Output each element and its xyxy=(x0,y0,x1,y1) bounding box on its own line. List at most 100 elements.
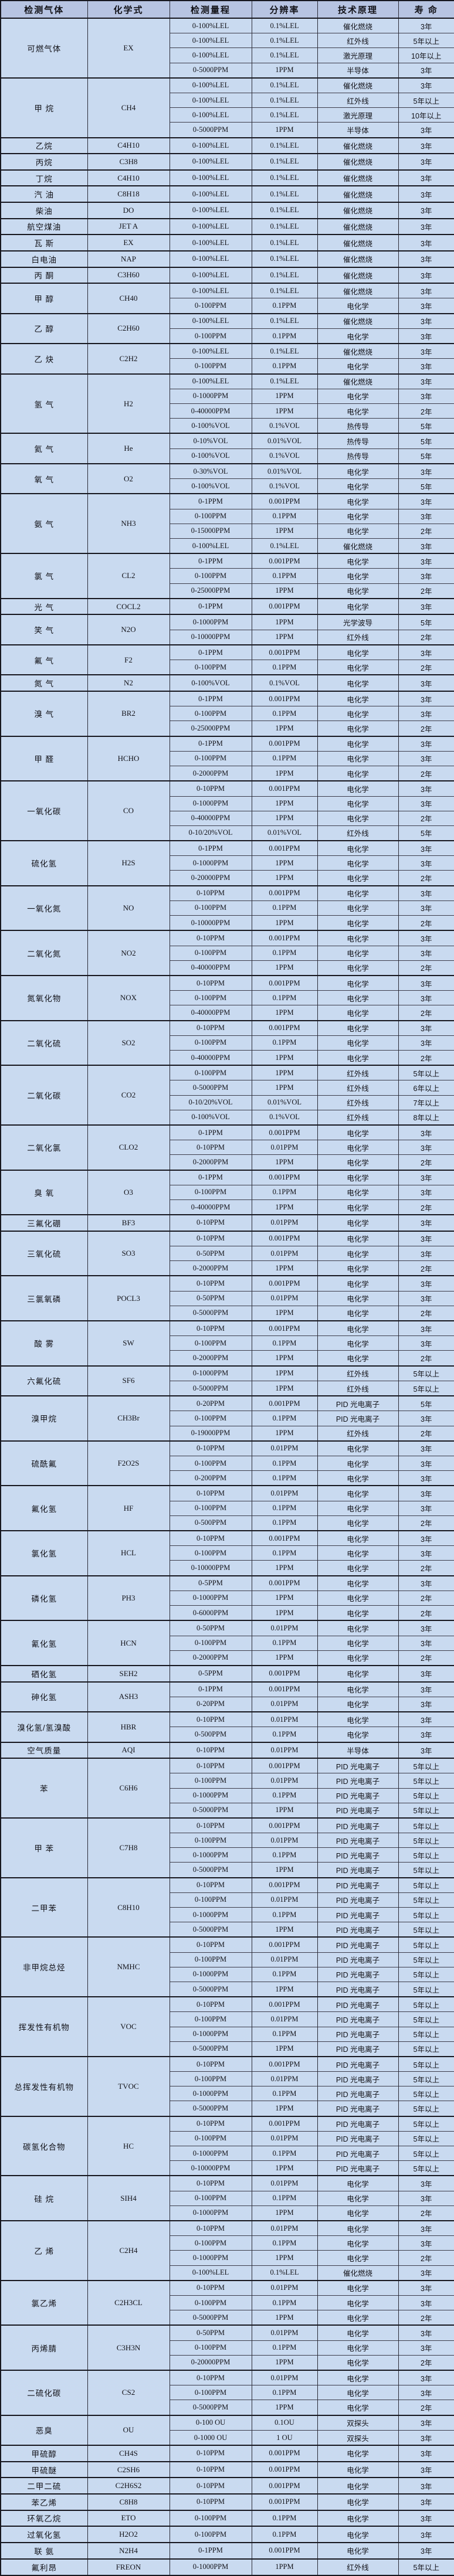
resolution-cell: 0.001PPM xyxy=(251,597,318,615)
principle-cell: 电化学 xyxy=(317,2541,399,2559)
life-cell: 3年 xyxy=(398,674,454,691)
life-cell: 8年以上 xyxy=(398,1109,454,1125)
resolution-cell: 0.1%LEL xyxy=(251,283,318,298)
header-life: 寿 命 xyxy=(398,0,454,19)
life-cell: 3年 xyxy=(398,553,454,569)
resolution-cell: 0.01PPM xyxy=(251,1773,318,1788)
resolution-cell: 1PPM xyxy=(251,1605,318,1621)
resolution-cell: 1PPM xyxy=(251,1922,318,1938)
gas-name-cell: 氯 气 xyxy=(0,553,88,599)
resolution-cell: 1PPM xyxy=(251,915,318,931)
principle-cell: 电化学 xyxy=(317,780,399,796)
table-row: 三氯氧磷 POCL3 0-10PPM 0.001PPM 电化学 3年 xyxy=(0,1275,454,1321)
formula-cell: C6H6 xyxy=(87,1758,170,1818)
principle-cell: PID 光电离子 xyxy=(317,1996,399,2012)
table-row: 0-2000PPM 1PPM 电化学 2年 xyxy=(1,1350,454,1366)
table-row: 三氟化硼 BF3 0-10PPM 0.01PPM 电化学 3年 xyxy=(0,1214,454,1231)
table-row: 0-100%LEL 0.1%LEL 激光原理 10年以上 xyxy=(1,47,454,63)
table-row: 氟化氢 HF 0-10PPM 0.01PPM 电化学 3年 xyxy=(0,1485,454,1531)
principle-cell: 红外线 xyxy=(317,825,399,841)
table-row: 0-100PPM 0.1PPM 电化学 3年 xyxy=(1,750,454,766)
table-row: 苯 C6H6 0-10PPM 0.001PPM PID 光电离子 5年以上 xyxy=(0,1758,454,1818)
formula-cell: ETO xyxy=(87,2509,170,2527)
life-cell: 3年 xyxy=(398,1485,454,1501)
principle-cell: 热传导 xyxy=(317,433,399,449)
resolution-cell: 1PPM xyxy=(251,122,318,138)
table-row: 0-1000PPM 0.1PPM PID 光电离子 5年以上 xyxy=(1,1847,454,1863)
life-cell: 5年 xyxy=(398,478,454,494)
life-cell: 2年 xyxy=(398,2205,454,2221)
principle-cell: 红外线 xyxy=(317,629,399,645)
life-cell: 3年 xyxy=(398,2509,454,2527)
life-cell: 2年 xyxy=(398,1154,454,1170)
life-cell: 2年 xyxy=(398,915,454,931)
resolution-cell: 0.1PPM xyxy=(251,1455,318,1471)
formula-cell: VOC xyxy=(87,1996,170,2057)
gas-name-cell: 二氧化氯 xyxy=(0,1124,88,1170)
range-cell: 0-100PPM xyxy=(169,2235,252,2251)
table-row: 氟利昂 FREON 0-1000PPM 1PPM 红外线 5年以上 xyxy=(0,2558,454,2575)
range-cell: 0-100PPM xyxy=(169,298,252,314)
life-cell: 3年 xyxy=(398,1681,454,1697)
range-cell: 0-500PPM xyxy=(169,1727,252,1742)
principle-cell: 电化学 xyxy=(317,298,399,314)
resolution-cell: 0.001PPM xyxy=(251,1169,318,1185)
table-row: 磷化氢 PH3 0-5PPM 0.001PPM 电化学 3年 xyxy=(0,1575,454,1621)
resolution-cell: 1PPM xyxy=(251,403,318,419)
table-row: 0-20PPM 0.01PPM 电化学 3年 xyxy=(1,1696,454,1712)
formula-cell: C2H2 xyxy=(87,343,170,374)
resolution-cell: 0.1%VOL xyxy=(251,674,318,691)
life-cell: 3年 xyxy=(398,283,454,298)
table-row: 0-100PPM 0.1PPM 电化学 3年 xyxy=(1,1455,454,1471)
gas-name-cell: 汽 油 xyxy=(0,185,88,202)
resolution-cell: 0.1PPM xyxy=(251,2295,318,2310)
gas-name-cell: 环氧乙烷 xyxy=(0,2509,88,2527)
life-cell: 3年 xyxy=(398,1169,454,1185)
range-cell: 0-1PPM xyxy=(169,691,252,706)
principle-cell: 电化学 xyxy=(317,1440,399,1456)
resolution-cell: 0.1PPM xyxy=(251,2190,318,2206)
life-cell: 5年 xyxy=(398,418,454,434)
resolution-cell: 1PPM xyxy=(251,2354,318,2370)
principle-cell: 电化学 xyxy=(317,2220,399,2236)
life-cell: 5年以上 xyxy=(398,1922,454,1938)
table-row: 0-100%LEL 0.1%LEL 催化燃烧 3年 xyxy=(1,2265,454,2281)
table-row: 0-100PPM 0.01PPM PID 光电离子 5年以上 xyxy=(1,1952,454,1967)
resolution-cell: 1PPM xyxy=(251,2310,318,2326)
formula-cell: N2H4 xyxy=(87,2541,170,2559)
life-cell: 10年以上 xyxy=(398,47,454,63)
principle-cell: 电化学 xyxy=(317,1305,399,1321)
range-cell: 0-10PPM xyxy=(169,2115,252,2132)
range-cell: 0-2000PPM xyxy=(169,1154,252,1170)
principle-cell: 电化学 xyxy=(317,945,399,961)
range-cell: 0-100PPM xyxy=(169,2011,252,2027)
principle-cell: 电化学 xyxy=(317,1470,399,1486)
resolution-cell: 0.1%LEL xyxy=(251,33,318,48)
life-cell: 3年 xyxy=(398,1320,454,1336)
principle-cell: PID 光电离子 xyxy=(317,2145,399,2161)
table-row: 笑 气 N2O 0-1000PPM 1PPM 光学波导 5年 xyxy=(0,614,454,645)
principle-cell: PID 光电离子 xyxy=(317,1847,399,1863)
life-cell: 3年 xyxy=(398,2340,454,2356)
range-cell: 0-100PPM xyxy=(169,900,252,916)
table-row: 0-100PPM 0.1PPM 电化学 3年 xyxy=(1,2190,454,2206)
formula-cell: CH3Br xyxy=(87,1395,170,1441)
resolution-cell: 0.1PPM xyxy=(251,2385,318,2400)
life-cell: 5年 xyxy=(398,614,454,630)
life-cell: 3年 xyxy=(398,2429,454,2446)
table-row: 氨 气 NH3 0-1PPM 0.001PPM 电化学 3年 xyxy=(0,493,454,554)
range-cell: 0-100%LEL xyxy=(169,250,252,267)
resolution-cell: 0.1%LEL xyxy=(251,137,318,154)
range-cell: 0-100PPM xyxy=(169,706,252,721)
life-cell: 3年 xyxy=(398,1275,454,1292)
range-cell: 0-100%LEL xyxy=(169,373,252,389)
range-cell: 0-1PPM xyxy=(169,493,252,509)
range-cell: 0-100PPM xyxy=(169,2190,252,2206)
table-row: 汽 油 C8H18 0-100%LEL 0.1%LEL 催化燃烧 3年 xyxy=(0,185,454,202)
table-row: 氦 气 He 0-10%VOL 0.01%VOL 热传导 5年 xyxy=(0,433,454,464)
resolution-cell: 1PPM xyxy=(251,721,318,736)
resolution-cell: 0.1PPM xyxy=(251,1515,318,1531)
life-cell: 3年 xyxy=(398,1184,454,1200)
table-row: 0-25000PPM 1PPM 电化学 2年 xyxy=(1,583,454,599)
gas-name-cell: 氨 气 xyxy=(0,493,88,554)
